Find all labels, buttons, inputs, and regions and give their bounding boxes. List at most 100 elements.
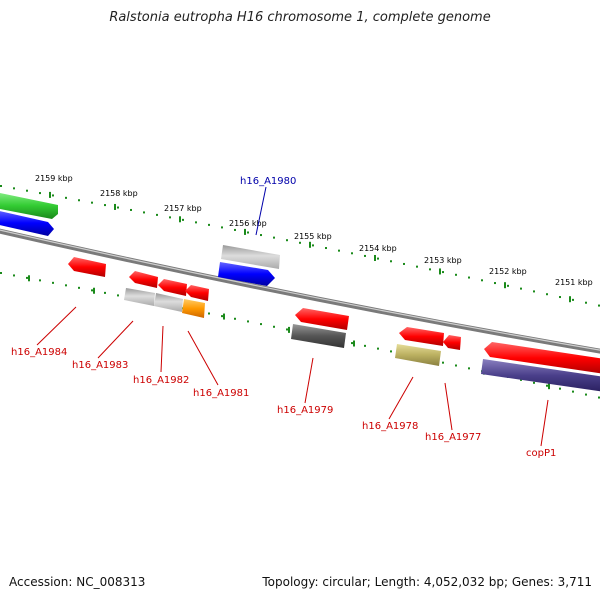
scale-dot (91, 289, 93, 292)
scale-dot (598, 304, 600, 307)
scale-major-tick (569, 296, 571, 303)
scale-dot (585, 393, 587, 396)
scale-major-tick (179, 216, 181, 223)
scale-dot (234, 228, 236, 231)
gene-green-feature (0, 193, 58, 219)
scale-dot (520, 287, 522, 290)
gene-purple-feature (481, 359, 600, 392)
scale-dot (221, 226, 223, 229)
scale-dot (390, 350, 392, 353)
outer-scale-ticks (0, 185, 600, 307)
scale-dot (13, 274, 15, 277)
scale-dot (52, 281, 54, 284)
scale-dot (104, 291, 106, 294)
gene-blue-feature (218, 262, 275, 286)
scale-dot (338, 249, 340, 252)
gene-label-h16-A1981: h16_A1981 (193, 388, 249, 399)
kbp-label: 2156 kbp (229, 219, 267, 228)
scale-dot (351, 342, 353, 345)
gene-h16-A1983 (129, 271, 158, 288)
scale-dot (143, 211, 145, 214)
scale-dot (390, 260, 392, 263)
kbp-label: 2154 kbp (359, 244, 397, 253)
scale-dot (39, 192, 41, 195)
scale-dot (572, 298, 574, 301)
scale-major-tick (223, 313, 225, 320)
scale-dot (546, 384, 548, 387)
scale-dot (481, 279, 483, 282)
scale-dot (533, 290, 535, 293)
scale-dot (52, 194, 54, 197)
scale-dot (247, 231, 249, 234)
scale-dot (559, 387, 561, 390)
scale-dot (507, 284, 509, 287)
kbp-label: 2159 kbp (35, 174, 73, 183)
scale-dot (520, 378, 522, 381)
scale-dot (130, 208, 132, 211)
scale-dot (598, 396, 600, 399)
scale-dot (78, 286, 80, 289)
gene-orange-feature (182, 299, 205, 318)
gene-blue-feature (0, 211, 54, 236)
scale-major-tick (93, 287, 95, 294)
scale-dot (260, 323, 262, 326)
gene-label-h16-A1983: h16_A1983 (72, 360, 128, 371)
scale-dot (455, 273, 457, 276)
scale-dot (13, 187, 15, 190)
scale-major-tick (288, 326, 290, 333)
scale-major-tick (374, 254, 376, 261)
chromosome-backbone (0, 228, 600, 354)
scale-dot (0, 185, 2, 187)
scale-dot (234, 317, 236, 320)
kbp-label: 2152 kbp (489, 267, 527, 276)
scale-dot (247, 320, 249, 323)
scale-dot (312, 244, 314, 247)
gene-label-h16-A1979: h16_A1979 (277, 405, 333, 416)
gene-copP1 (484, 342, 600, 374)
scale-major-tick (548, 383, 550, 390)
scale-dot (26, 276, 28, 279)
gene-h16-A1978 (399, 327, 444, 346)
scale-dot (416, 265, 418, 268)
scale-dot (325, 247, 327, 250)
gene-h16-A1982 (158, 279, 187, 296)
outer-genes (0, 193, 280, 286)
scale-dot (585, 301, 587, 304)
inner-genes (68, 257, 600, 392)
kbp-labels: 2159 kbp 2158 kbp 2157 kbp 2156 kbp 2155… (35, 174, 593, 287)
scale-dot (533, 381, 535, 384)
kbp-label: 2157 kbp (164, 204, 202, 213)
scale-dot (455, 364, 457, 367)
gene-label-h16-A1980: h16_A1980 (240, 176, 296, 187)
scale-dot (208, 223, 210, 226)
scale-dot (117, 206, 119, 209)
scale-dot (117, 294, 119, 297)
scale-dot (468, 367, 470, 370)
scale-dot (351, 252, 353, 255)
gene-gray-feature (154, 293, 183, 312)
gene-khaki-feature (395, 344, 441, 366)
kbp-label: 2153 kbp (424, 256, 462, 265)
scale-dot (403, 262, 405, 265)
scale-major-tick (114, 203, 116, 210)
scale-dot (494, 282, 496, 285)
scale-dot (273, 325, 275, 328)
scale-dot (39, 279, 41, 282)
scale-dot (156, 213, 158, 216)
gene-labels: h16_A1980 h16_A1984 h16_A1983 h16_A1982 … (11, 176, 556, 459)
scale-dot (364, 344, 366, 347)
kbp-label: 2151 kbp (555, 278, 593, 287)
scale-dot (65, 196, 67, 199)
scale-dot (273, 236, 275, 239)
gene-label-copP1: copP1 (526, 448, 556, 459)
gene-label-h16-A1982: h16_A1982 (133, 375, 189, 386)
scale-dot (286, 328, 288, 331)
topology-text: Topology: circular; Length: 4,052,032 bp… (262, 575, 592, 589)
accession-text: Accession: NC_008313 (9, 575, 146, 589)
scale-dot (78, 199, 80, 202)
scale-major-tick (353, 340, 355, 347)
scale-major-tick (244, 228, 246, 235)
scale-dot (429, 268, 431, 271)
scale-dot (195, 221, 197, 224)
